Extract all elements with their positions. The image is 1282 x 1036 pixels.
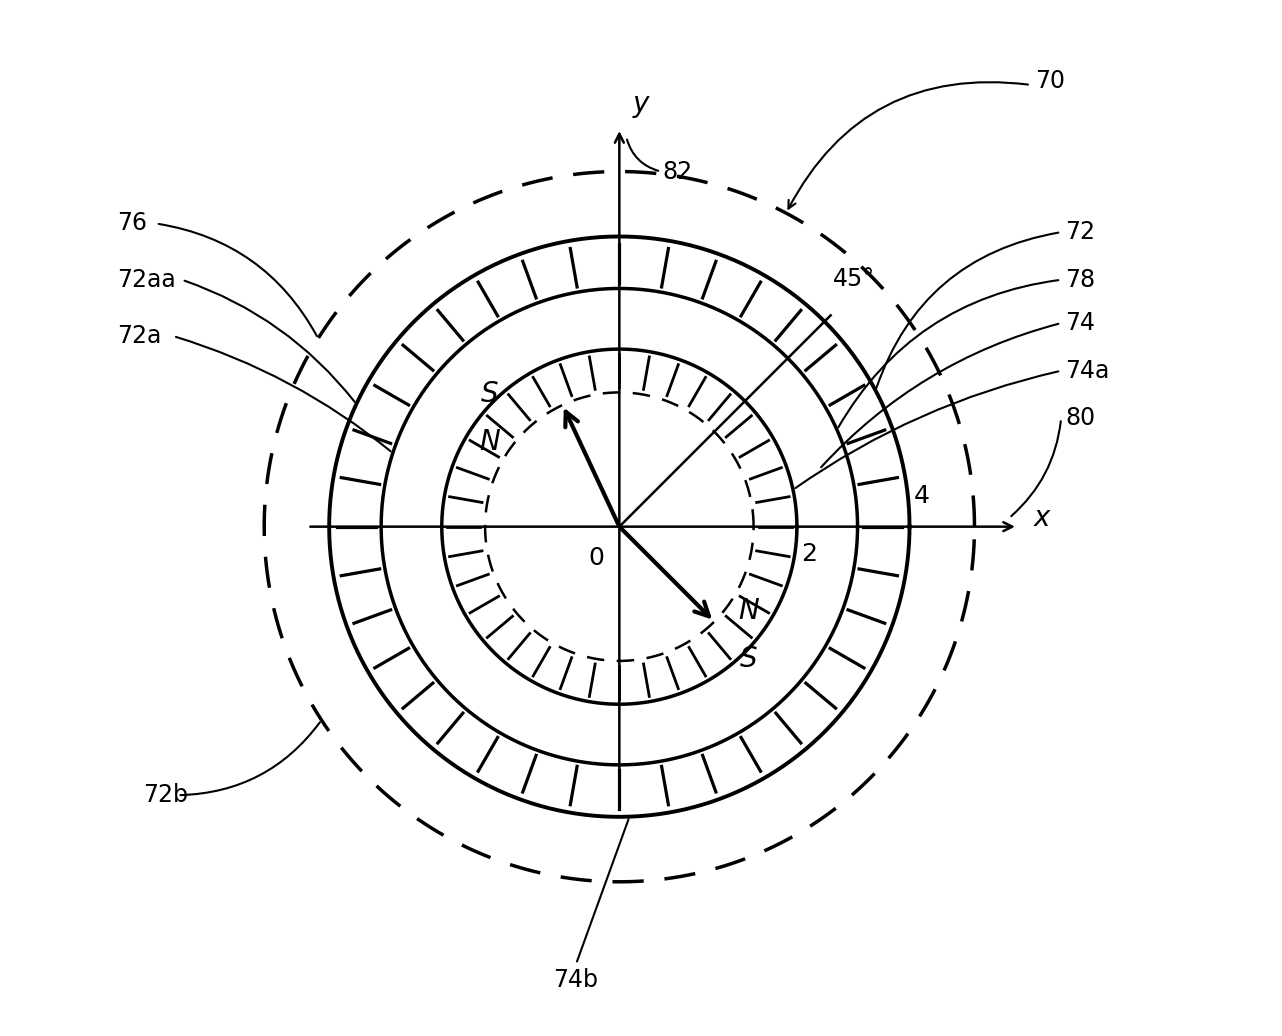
- Text: 76: 76: [117, 211, 147, 235]
- Text: x: x: [1033, 503, 1050, 533]
- Text: 0: 0: [588, 546, 604, 570]
- Text: 72b: 72b: [142, 783, 188, 807]
- Text: 74a: 74a: [1065, 358, 1110, 382]
- Text: S: S: [740, 645, 758, 673]
- Text: 72aa: 72aa: [117, 267, 176, 292]
- Text: 45°: 45°: [833, 267, 876, 291]
- Text: 4: 4: [914, 484, 929, 508]
- Text: 74b: 74b: [554, 969, 599, 992]
- Text: 80: 80: [1065, 406, 1096, 430]
- Text: 74: 74: [1065, 311, 1095, 335]
- Text: N: N: [479, 428, 500, 456]
- Text: S: S: [481, 380, 499, 408]
- Text: N: N: [738, 597, 759, 625]
- Text: 72: 72: [1065, 221, 1095, 244]
- Text: y: y: [632, 90, 649, 118]
- Text: 72a: 72a: [117, 324, 162, 348]
- Text: 82: 82: [663, 160, 692, 183]
- Text: 2: 2: [801, 542, 817, 567]
- Text: 78: 78: [1065, 267, 1096, 292]
- Text: 70: 70: [1035, 68, 1065, 92]
